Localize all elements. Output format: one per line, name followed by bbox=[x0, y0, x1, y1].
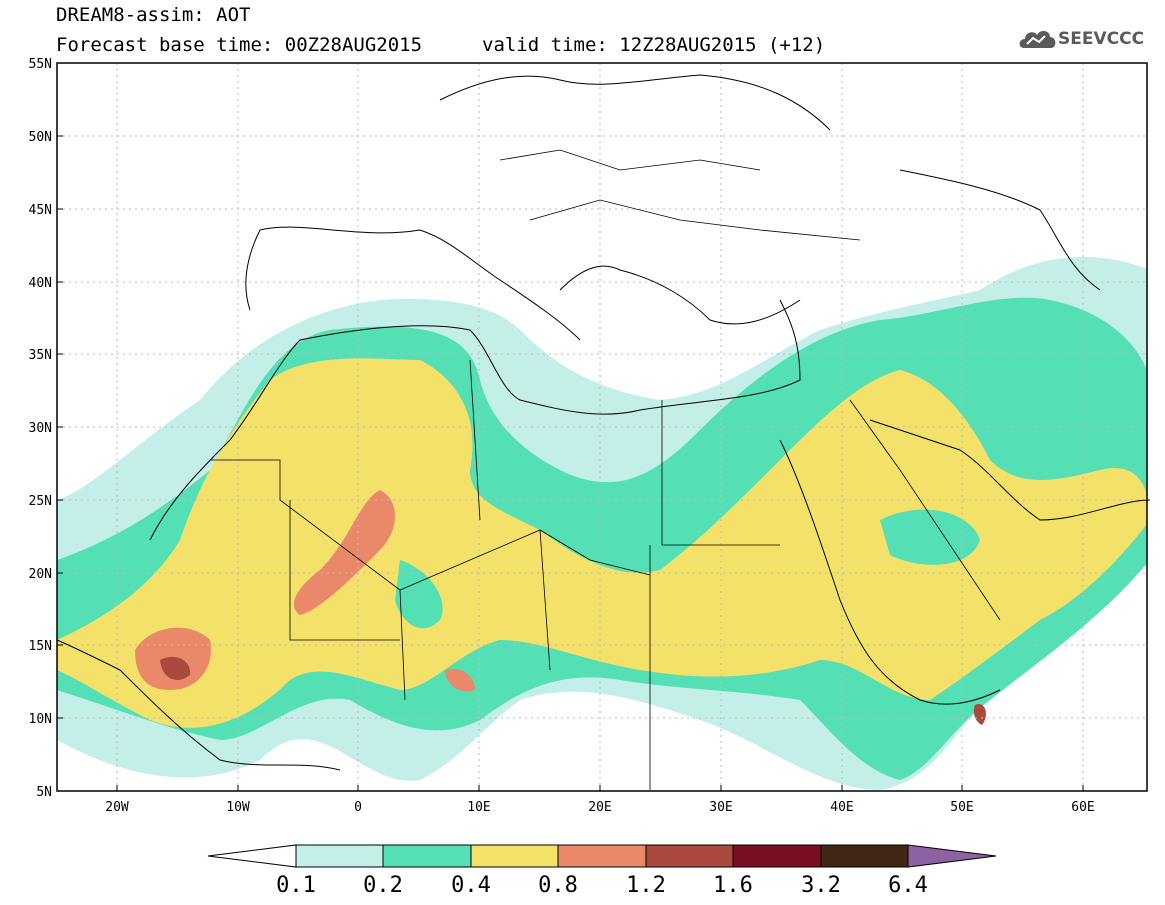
colorbar-label: 0.1 bbox=[276, 873, 316, 898]
lat-tick-label: 50N bbox=[29, 130, 52, 145]
aot-field bbox=[57, 256, 1147, 790]
lon-gridlines bbox=[116, 63, 1084, 791]
lon-tick-label: 40E bbox=[830, 800, 853, 815]
aot-band-1.2 bbox=[160, 656, 191, 680]
lat-tick-label: 30N bbox=[29, 421, 52, 436]
colorbar-segment bbox=[557, 844, 647, 868]
lat-gridlines bbox=[57, 135, 1147, 719]
coastlines bbox=[56, 74, 1151, 771]
lat-tick-labels: 55N 50N 45N 40N 35N 30N 25N 20N 15N 10N … bbox=[29, 57, 52, 800]
valid-time: valid time: 12Z28AUG2015 (+12) bbox=[482, 34, 826, 56]
colorbar: 0.1 0.2 0.4 0.8 1.2 1.6 3.2 6.4 bbox=[207, 844, 997, 898]
lat-tick-label: 25N bbox=[29, 494, 52, 509]
colorbar-label: 6.4 bbox=[888, 873, 928, 898]
colorbar-label: 0.2 bbox=[363, 873, 403, 898]
lon-tick-label: 10W bbox=[226, 800, 250, 815]
lat-tick-label: 55N bbox=[29, 57, 52, 72]
colorbar-segment bbox=[382, 844, 472, 868]
map-title: DREAM8-assim: AOT bbox=[56, 4, 251, 26]
tick-marks bbox=[57, 135, 1084, 791]
lat-tick-label: 35N bbox=[29, 348, 52, 363]
colorbar-label: 1.6 bbox=[713, 873, 753, 898]
aot-band-0.8 bbox=[293, 490, 395, 615]
lat-tick-label: 45N bbox=[29, 203, 52, 218]
colorbar-label: 1.2 bbox=[626, 873, 666, 898]
lon-tick-label: 50E bbox=[950, 800, 973, 815]
lon-tick-label: 30E bbox=[709, 800, 732, 815]
aot-band-1.2-horn bbox=[973, 704, 986, 725]
aot-band-0.4 bbox=[57, 358, 1147, 728]
lon-tick-labels: 20W 10W 0 10E 20E 30E 40E 50E 60E bbox=[105, 800, 1094, 815]
lon-tick-label: 10E bbox=[467, 800, 490, 815]
colorbar-segment bbox=[470, 844, 559, 868]
colorbar-arrow-high bbox=[907, 844, 997, 868]
colorbar-arrow-low bbox=[207, 844, 297, 868]
lat-tick-label: 10N bbox=[29, 712, 52, 727]
colorbar-label: 0.4 bbox=[451, 873, 491, 898]
borders bbox=[210, 149, 1001, 790]
lon-tick-label: 0 bbox=[354, 800, 362, 815]
lat-tick-label: 5N bbox=[36, 785, 52, 800]
colorbar-segment bbox=[295, 844, 384, 868]
lat-tick-label: 20N bbox=[29, 567, 52, 582]
colorbar-segment bbox=[732, 844, 822, 868]
cloud-icon bbox=[1019, 31, 1056, 48]
colorbar-label: 0.8 bbox=[538, 873, 578, 898]
lon-tick-label: 20W bbox=[105, 800, 129, 815]
lon-tick-label: 20E bbox=[588, 800, 611, 815]
aot-green-patch-sahara bbox=[395, 560, 443, 629]
colorbar-segment bbox=[645, 844, 734, 868]
forecast-base-time: Forecast base time: 00Z28AUG2015 bbox=[56, 34, 423, 56]
seevccc-logo bbox=[1018, 24, 1158, 54]
colorbar-label: 3.2 bbox=[801, 873, 841, 898]
lat-tick-label: 40N bbox=[29, 276, 52, 291]
logo-text: SEEVCCC bbox=[1058, 29, 1145, 49]
lon-tick-label: 60E bbox=[1071, 800, 1094, 815]
aot-band-0.8-east bbox=[445, 668, 475, 692]
colorbar-segment bbox=[820, 844, 909, 868]
lat-tick-label: 15N bbox=[29, 639, 52, 654]
aot-green-patch-arabia bbox=[880, 509, 980, 565]
